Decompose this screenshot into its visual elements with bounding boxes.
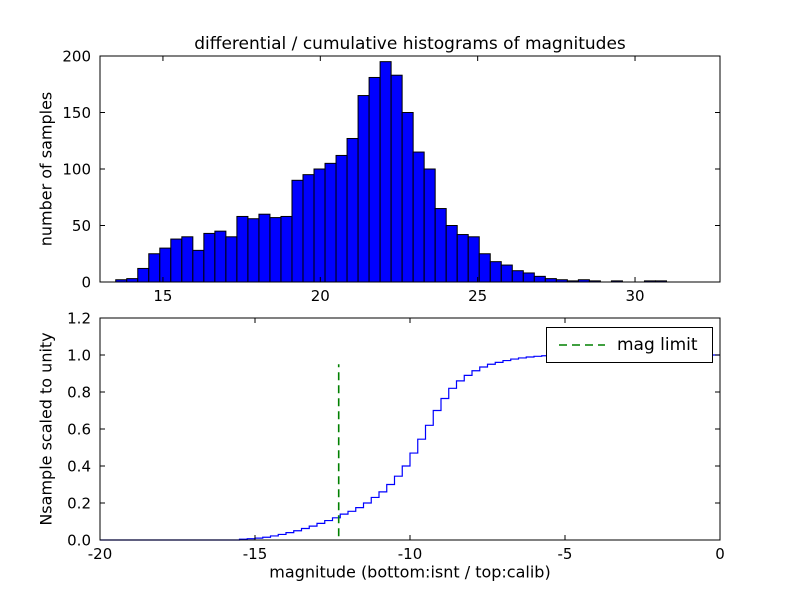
histogram-bar <box>379 61 392 283</box>
histogram-bar <box>137 267 150 283</box>
histogram-bar <box>489 261 502 283</box>
y-tick-label: 1.0 <box>67 346 91 364</box>
histogram-bar <box>533 275 546 283</box>
histogram-bar <box>511 270 524 283</box>
x-tick-label: 20 <box>311 287 330 305</box>
histogram-bar <box>192 249 205 283</box>
y-tick-label: 0.0 <box>67 531 91 549</box>
histogram-bar <box>181 236 194 283</box>
histogram-bar <box>522 272 535 283</box>
histogram-bar <box>170 238 183 283</box>
histogram-bar <box>313 168 326 283</box>
y-tick-label: 1.2 <box>67 309 91 327</box>
legend-dashed-line-icon <box>559 344 605 346</box>
y-tick-label: 200 <box>62 47 91 65</box>
histogram-bar <box>357 95 370 283</box>
histogram-bar <box>280 215 293 283</box>
histogram-bar <box>423 168 436 283</box>
histogram-bar <box>544 278 557 283</box>
histogram-bar <box>434 208 447 283</box>
histogram-bar <box>203 232 216 283</box>
legend-label: mag limit <box>617 335 698 355</box>
cumulative-step-curve <box>100 354 720 541</box>
x-tick-label: 25 <box>468 287 487 305</box>
histogram-bar <box>500 264 513 283</box>
x-tick-label: -15 <box>243 545 268 563</box>
x-tick-label: 15 <box>153 287 172 305</box>
x-tick-label: -5 <box>558 545 573 563</box>
histogram-bar <box>159 247 172 283</box>
histogram-bar <box>467 236 480 283</box>
histogram-bar <box>445 225 458 283</box>
y-tick-label: 0.6 <box>67 420 91 438</box>
bottom-plot-xlabel: magnitude (bottom:isnt / top:calib) <box>269 562 551 582</box>
y-tick-label: 0 <box>81 273 91 291</box>
y-tick-label: 150 <box>62 104 91 122</box>
histogram-bar <box>478 253 491 283</box>
x-tick-label: 30 <box>625 287 644 305</box>
legend-box: mag limit <box>546 327 713 363</box>
histogram-bar <box>302 174 315 283</box>
histogram-bar <box>258 213 271 283</box>
y-tick-label: 100 <box>62 160 91 178</box>
histogram-bar <box>335 154 348 283</box>
plot-title: differential / cumulative histograms of … <box>194 34 626 54</box>
bottom-plot-ylabel: Nsample scaled to unity <box>36 332 56 526</box>
histogram-bar <box>225 236 238 283</box>
y-tick-label: 0.4 <box>67 457 91 475</box>
y-tick-label: 50 <box>72 217 91 235</box>
histogram-bar <box>368 76 381 283</box>
top-plot-ylabel: number of samples <box>36 91 56 247</box>
histogram-bar <box>412 151 425 283</box>
x-tick-label: -20 <box>88 545 113 563</box>
x-tick-label: 0 <box>715 545 725 563</box>
y-tick-label: 0.8 <box>67 383 91 401</box>
histogram-bar <box>390 74 403 283</box>
histogram-bar <box>456 234 469 283</box>
histogram-bar <box>291 179 304 283</box>
histogram-bar <box>214 230 227 283</box>
histogram-bar <box>247 218 260 283</box>
histogram-bar <box>401 112 414 283</box>
histogram-bar <box>269 217 282 283</box>
histogram-bar <box>236 215 249 283</box>
histogram-bar <box>148 253 161 283</box>
histogram-bar <box>346 137 359 283</box>
x-tick-label: -10 <box>398 545 423 563</box>
histogram-bar <box>324 162 337 283</box>
y-tick-label: 0.2 <box>67 494 91 512</box>
histogram-bar <box>126 278 139 283</box>
